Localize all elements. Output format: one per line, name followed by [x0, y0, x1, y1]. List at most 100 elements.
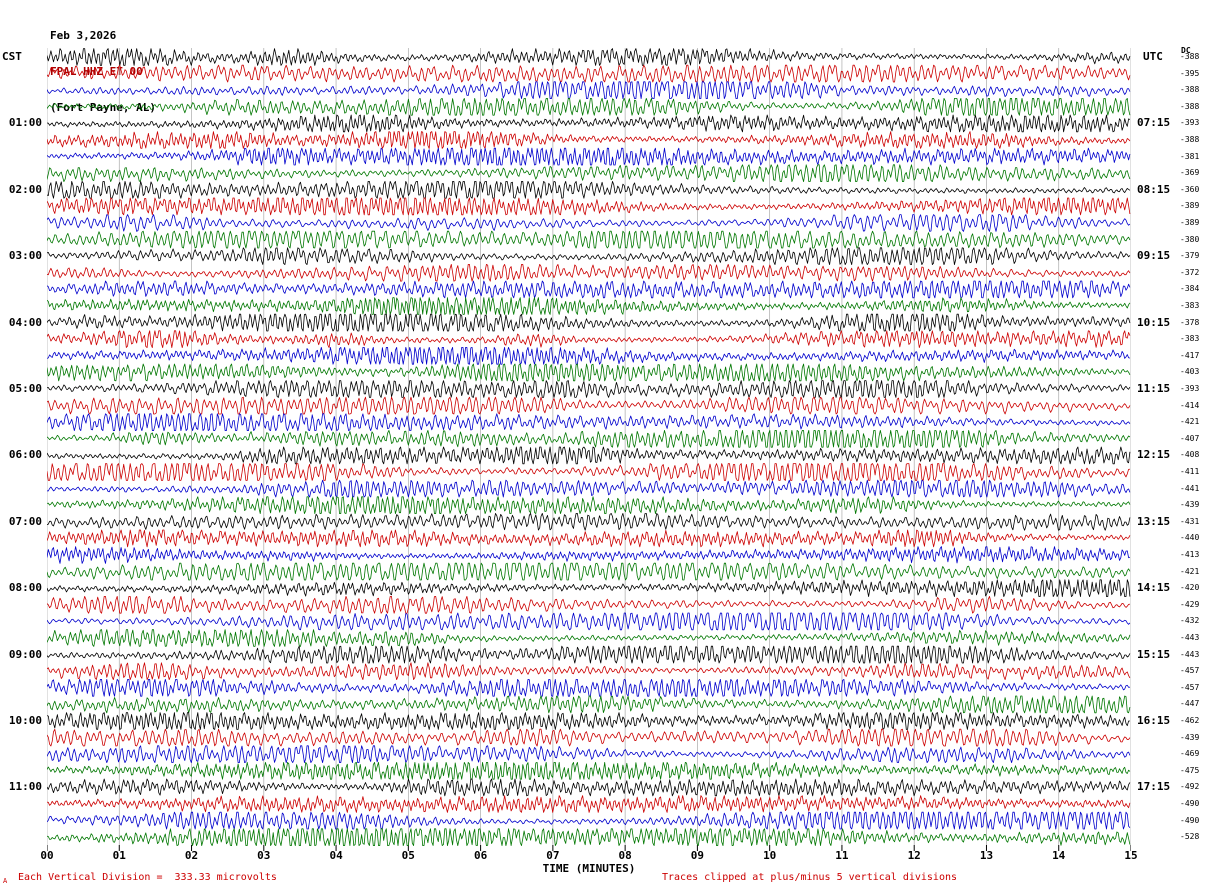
dc-offset-value: -421: [1180, 566, 1200, 576]
helicorder-plot: [47, 48, 1131, 851]
dc-offset-value: -388: [1180, 52, 1200, 61]
station-marker: A: [3, 877, 8, 885]
dc-offset-value: -417: [1180, 350, 1200, 360]
dc-offset-value: -383: [1180, 301, 1200, 310]
trace-row-23: [47, 429, 1131, 448]
dc-offset-value: -439: [1180, 732, 1200, 742]
dc-offset-value: -403: [1180, 367, 1200, 377]
trace-row-26: [47, 479, 1131, 498]
x-axis-tick-label: 00: [40, 849, 54, 862]
x-axis-tick-label: 01: [112, 849, 126, 862]
trace-row-33: [47, 596, 1130, 614]
x-axis-tick-label: 05: [401, 849, 415, 862]
trace-row-6: [47, 147, 1131, 166]
trace-row-9: [47, 197, 1131, 216]
dc-offset-value: -383: [1180, 334, 1200, 344]
dc-offset-value: -431: [1180, 516, 1200, 526]
dc-offset-value: -408: [1180, 450, 1200, 460]
dc-offset-value: -447: [1180, 699, 1200, 709]
trace-row-18: [47, 346, 1131, 365]
dc-offset-value: -389: [1180, 201, 1200, 211]
utc-hour-label: 12:15: [1137, 448, 1171, 462]
dc-offset-value: -414: [1180, 400, 1200, 410]
dc-offset-value: -369: [1180, 168, 1200, 178]
dc-offset-value: -443: [1180, 633, 1200, 642]
trace-row-37: [47, 662, 1131, 680]
dc-offset-value: -441: [1180, 483, 1200, 493]
dc-offset-value: -393: [1180, 118, 1200, 128]
dc-offset-value: -421: [1180, 417, 1200, 427]
trace-row-45: [47, 795, 1131, 813]
utc-hour-label: 10:15: [1137, 315, 1171, 329]
x-axis-tick-label: 02: [184, 849, 199, 862]
header-date: Feb 3,2026: [50, 29, 117, 42]
dc-offset-value: -411: [1180, 467, 1200, 476]
utc-hour-label: 16:15: [1137, 714, 1171, 727]
cst-hour-label: 08:00: [8, 581, 42, 595]
trace-row-44: [47, 778, 1131, 797]
x-axis-tick-label: 12: [907, 849, 921, 862]
trace-row-41: [47, 728, 1131, 747]
x-axis-tick-label: 07: [546, 849, 560, 862]
x-axis-tick-label: 14: [1052, 849, 1066, 862]
trace-row-3: [47, 98, 1131, 116]
trace-row-28: [47, 512, 1131, 531]
cst-hour-label: 02:00: [8, 182, 42, 196]
trace-row-2: [47, 81, 1131, 99]
dc-offset-value: -388: [1180, 85, 1200, 95]
trace-row-22: [47, 413, 1131, 432]
trace-row-13: [47, 263, 1131, 282]
trace-row-38: [47, 679, 1130, 697]
cst-hour-label: 05:00: [8, 382, 42, 395]
trace-row-27: [47, 496, 1131, 515]
dc-offset-value: -381: [1180, 151, 1200, 161]
utc-hour-label: 13:15: [1137, 514, 1171, 528]
dc-offset-value: -388: [1180, 101, 1200, 111]
trace-row-42: [47, 745, 1131, 763]
trace-row-30: [47, 546, 1131, 564]
x-axis-tick-label: 09: [690, 849, 705, 862]
dc-offset-value: -389: [1180, 218, 1200, 227]
dc-offset-value: -490: [1180, 799, 1200, 808]
cst-hour-label: 07:00: [8, 514, 42, 528]
dc-offset-value: -379: [1180, 251, 1200, 261]
utc-hour-label: 14:15: [1137, 581, 1171, 595]
x-axis-tick-label: 13: [979, 849, 994, 862]
dc-offset-value: -360: [1180, 184, 1200, 194]
dc-offset-value: -395: [1180, 68, 1200, 78]
dc-offset-value: -457: [1180, 682, 1200, 692]
trace-row-31: [47, 562, 1131, 581]
dc-offset-value: -490: [1180, 815, 1200, 825]
x-axis-tick-label: 03: [257, 849, 271, 862]
trace-row-15: [47, 297, 1131, 315]
trace-row-25: [47, 463, 1130, 481]
trace-row-14: [47, 280, 1131, 299]
trace-row-5: [47, 131, 1131, 149]
dc-offset-value: -384: [1180, 284, 1200, 294]
trace-row-36: [47, 645, 1131, 664]
trace-row-10: [47, 214, 1131, 232]
clip-note: Traces clipped at plus/minus 5 vertical …: [662, 872, 958, 883]
cst-hour-label: 04:00: [8, 315, 42, 329]
dc-offset-value: -429: [1180, 599, 1200, 609]
trace-row-8: [47, 180, 1131, 199]
dc-offset-value: -492: [1180, 782, 1200, 792]
x-axis-tick-label: 11: [835, 849, 849, 862]
trace-row-35: [47, 629, 1131, 647]
trace-row-20: [47, 380, 1131, 398]
cst-hour-label: 09:00: [8, 647, 42, 661]
dc-offset-value: -475: [1180, 765, 1200, 775]
trace-row-34: [47, 612, 1131, 631]
trace-row-29: [47, 529, 1131, 548]
dc-offset-value: -393: [1180, 384, 1200, 393]
trace-row-46: [47, 811, 1131, 830]
trace-row-0: [47, 48, 1131, 66]
trace-row-32: [47, 579, 1131, 597]
dc-offset-value: -380: [1180, 234, 1200, 244]
utc-hour-label: 09:15: [1137, 249, 1171, 263]
dc-offset-value: -388: [1180, 135, 1200, 144]
trace-row-1: [47, 64, 1131, 83]
trace-row-39: [47, 695, 1131, 714]
dc-offset-value: -407: [1180, 433, 1200, 443]
trace-row-11: [47, 230, 1131, 249]
